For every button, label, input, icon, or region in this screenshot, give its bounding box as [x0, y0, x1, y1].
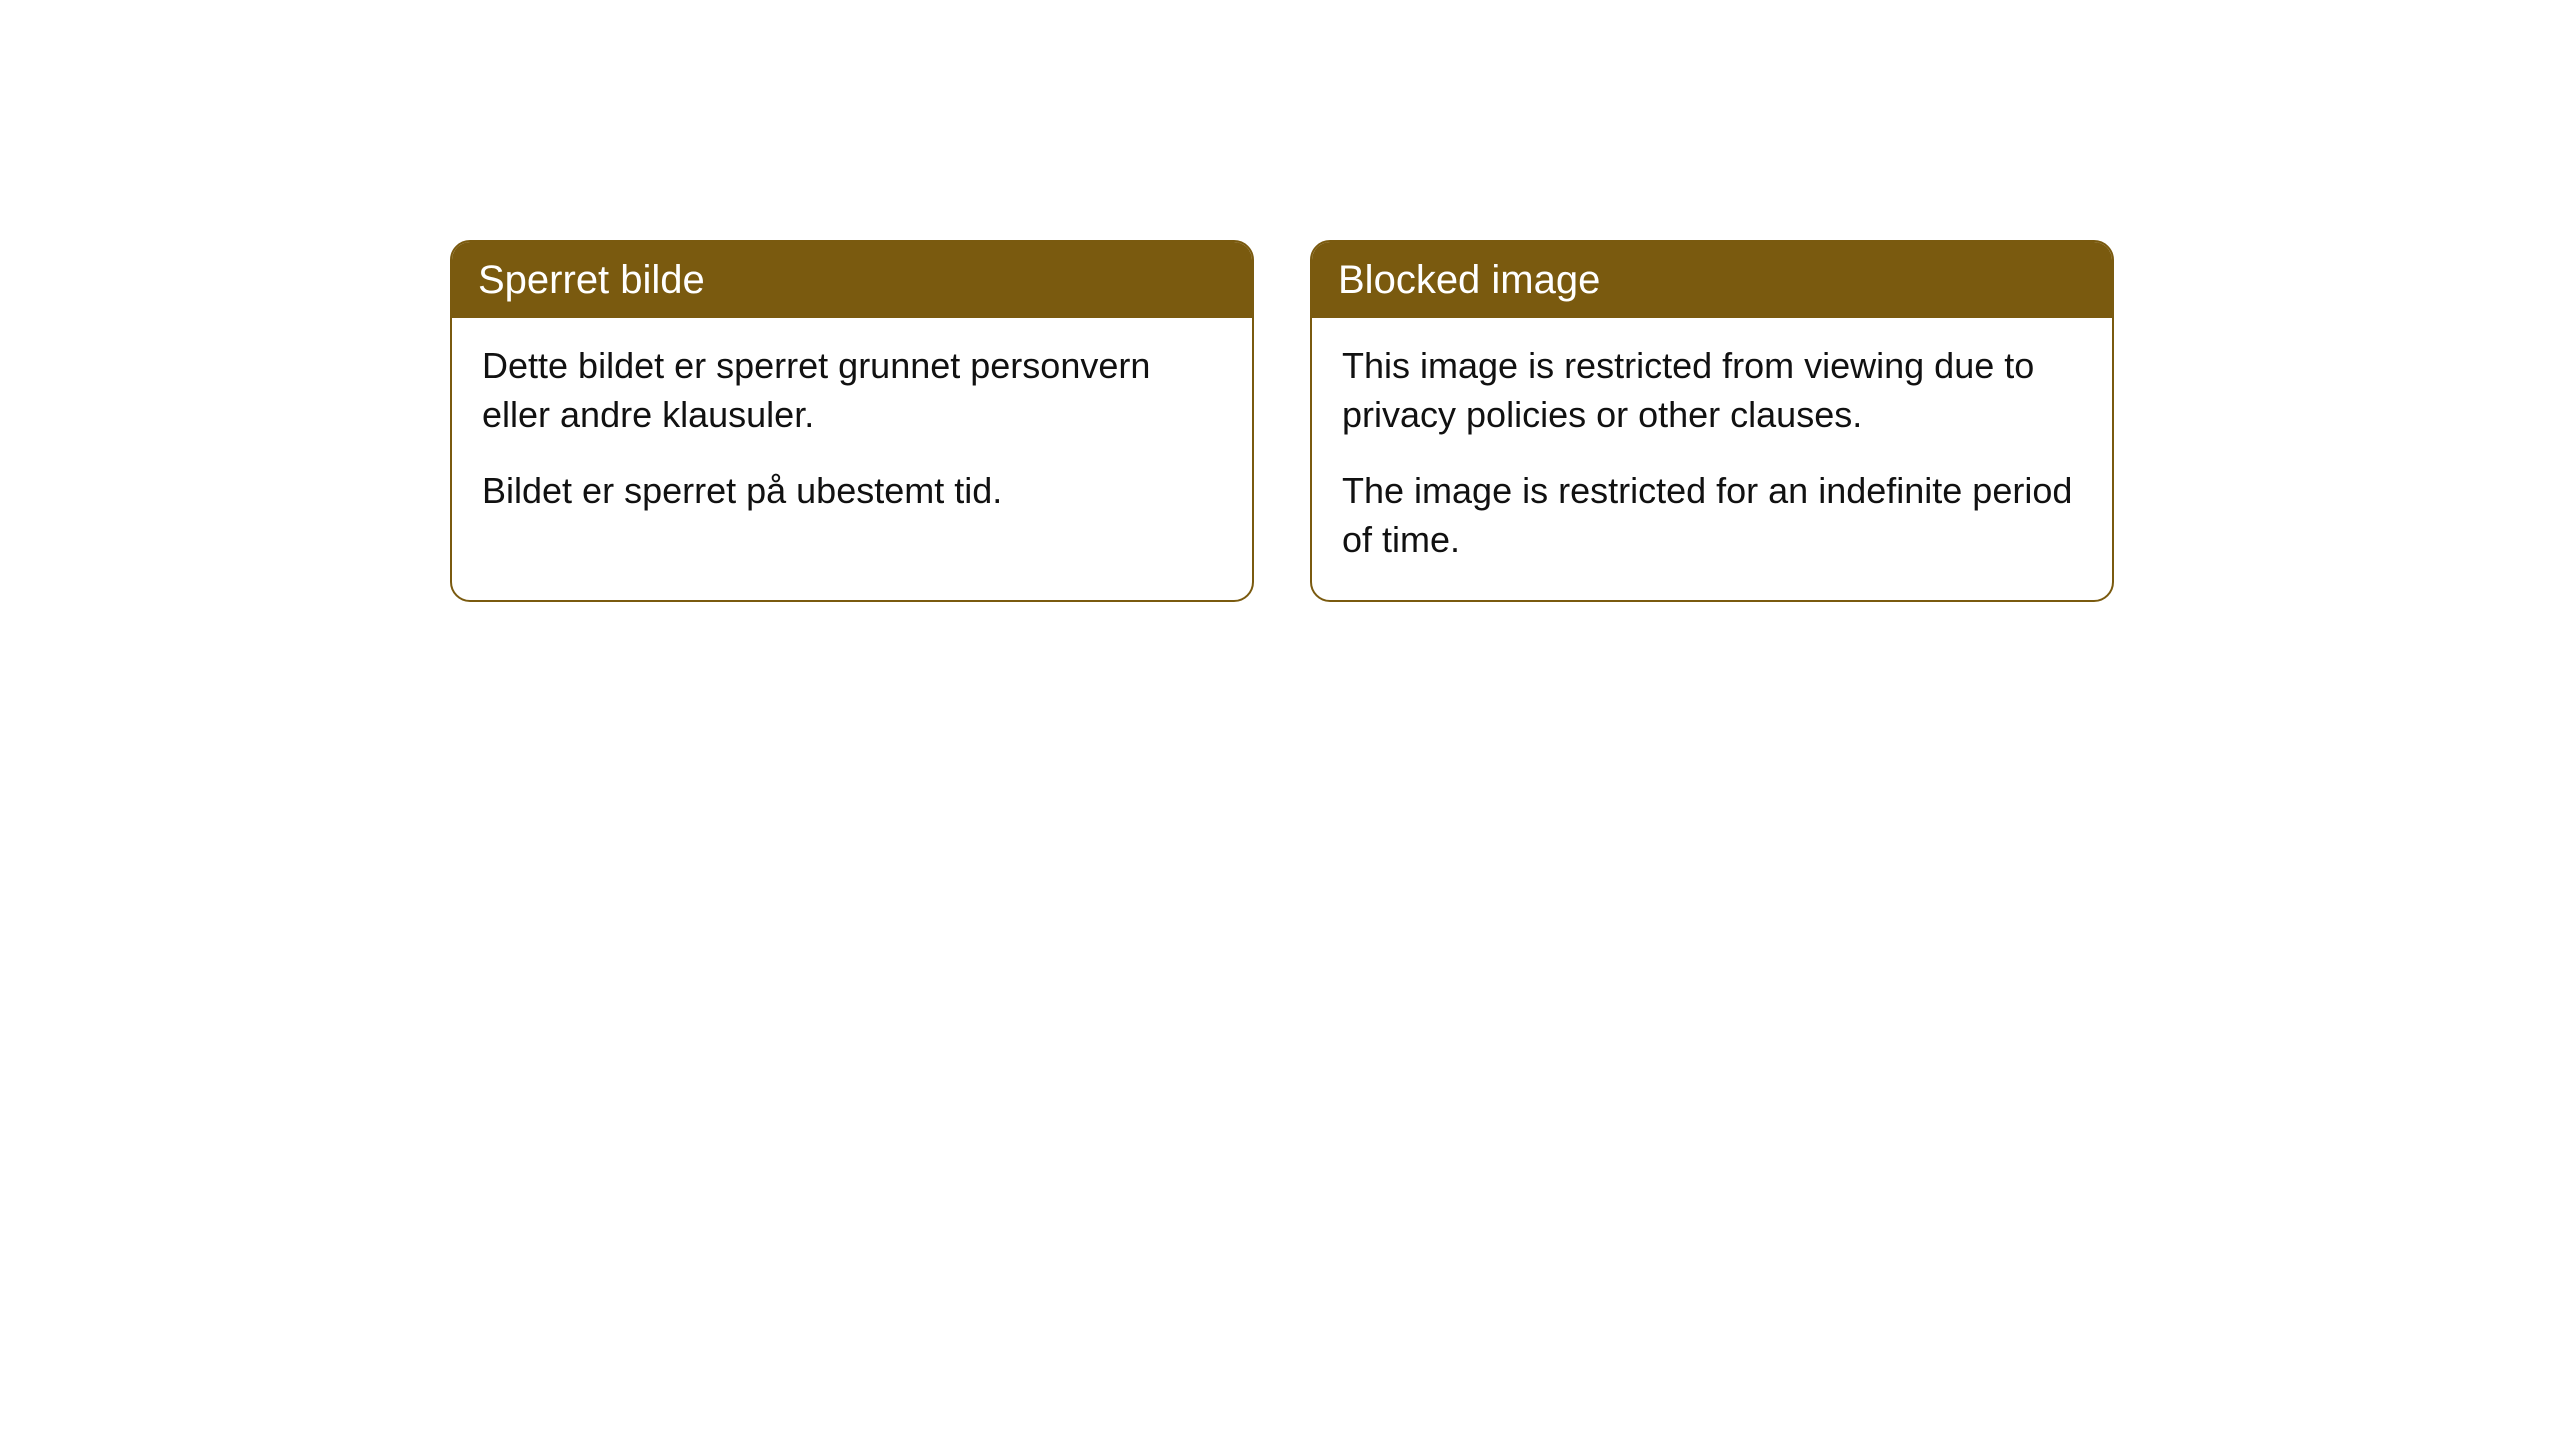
blocked-image-card-norwegian: Sperret bilde Dette bildet er sperret gr… — [450, 240, 1254, 602]
card-paragraph-1-english: This image is restricted from viewing du… — [1342, 342, 2082, 439]
card-body-english: This image is restricted from viewing du… — [1312, 318, 2112, 600]
blocked-image-card-english: Blocked image This image is restricted f… — [1310, 240, 2114, 602]
card-header-english: Blocked image — [1312, 242, 2112, 318]
card-paragraph-2-norwegian: Bildet er sperret på ubestemt tid. — [482, 467, 1222, 516]
card-header-norwegian: Sperret bilde — [452, 242, 1252, 318]
card-paragraph-2-english: The image is restricted for an indefinit… — [1342, 467, 2082, 564]
notice-cards-container: Sperret bilde Dette bildet er sperret gr… — [450, 240, 2114, 602]
card-paragraph-1-norwegian: Dette bildet er sperret grunnet personve… — [482, 342, 1222, 439]
card-body-norwegian: Dette bildet er sperret grunnet personve… — [452, 318, 1252, 552]
